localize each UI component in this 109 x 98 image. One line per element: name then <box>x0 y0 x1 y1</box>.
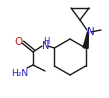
Text: H₂N: H₂N <box>11 69 29 78</box>
Text: N: N <box>87 27 95 37</box>
Text: H: H <box>43 36 49 45</box>
Text: N: N <box>42 41 50 51</box>
Text: O: O <box>14 37 22 47</box>
Polygon shape <box>83 32 89 48</box>
